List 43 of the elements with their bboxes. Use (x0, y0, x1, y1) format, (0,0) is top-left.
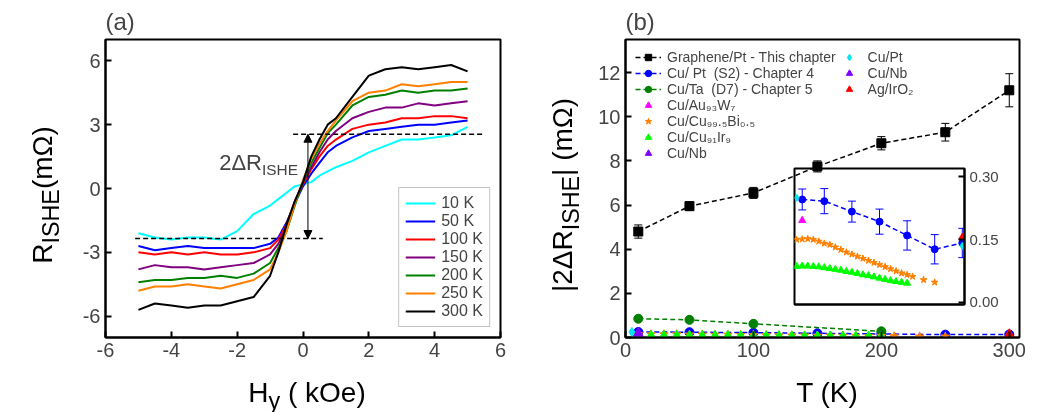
legend-label: Cu/Nb (667, 145, 707, 161)
x-tick-label: 2 (363, 338, 375, 361)
y-tick-label: 3 (89, 113, 101, 136)
x-tick-label: 200 (864, 338, 899, 361)
legend-label: Cu/ Pt (S2) - Chapter 4 (667, 65, 815, 81)
legend-label: Ag/IrO₂ (867, 81, 914, 97)
y-tick-label: 6 (89, 49, 101, 72)
x-tick-label: 100 (736, 338, 771, 361)
y-tick-label: 0.00 (969, 293, 999, 311)
x-axis-title: T (K) (796, 376, 858, 410)
legend-label: Cu/Ta (D7) - Chapter 5 (667, 81, 813, 97)
x-tick-label: 6 (494, 338, 507, 361)
y-tick-label: 0.15 (969, 230, 999, 248)
y-tick-label: 8 (609, 149, 621, 172)
y-tick-label: -6 (82, 305, 101, 328)
x-tick-label: -4 (162, 338, 181, 361)
y-tick-label: 0.30 (969, 167, 999, 185)
legend-label: 200 K (441, 266, 483, 284)
y-tick-label: 0 (89, 177, 101, 200)
chart-title: (a) (105, 7, 135, 35)
x-tick-label: 0 (297, 338, 309, 361)
legend-label: 250 K (441, 284, 483, 302)
x-tick-label: -2 (228, 338, 247, 361)
legend-label: 50 K (441, 212, 475, 230)
legend-label: 100 K (441, 230, 483, 248)
y-tick-label: -3 (82, 241, 101, 264)
legend-label: 10 K (441, 194, 475, 212)
y-tick-label: 2 (609, 282, 621, 305)
y-tick-label: 12 (598, 61, 621, 84)
legend-label: Cu/Nb (867, 65, 908, 81)
legend-label: 150 K (441, 248, 483, 266)
legend-label: Cu/Pt (867, 49, 903, 65)
legend-label: Cu/Cu₉₉.₅Bi₀.₅ (667, 113, 756, 129)
x-tick-label: 4 (429, 338, 441, 361)
legend-label: Cu/Au₉₃W₇ (667, 97, 736, 113)
y-tick-label: 6 (609, 194, 621, 217)
legend-label: Cu/Cu₉₁Ir₉ (667, 129, 732, 145)
y-tick-label: 4 (609, 238, 621, 261)
x-tick-label: 300 (992, 338, 1026, 361)
legend-label: Graphene/Pt - This chapter (667, 49, 836, 65)
chart-title: (b) (625, 7, 655, 35)
y-tick-label: 10 (598, 105, 621, 128)
legend-label: 300 K (441, 302, 483, 320)
